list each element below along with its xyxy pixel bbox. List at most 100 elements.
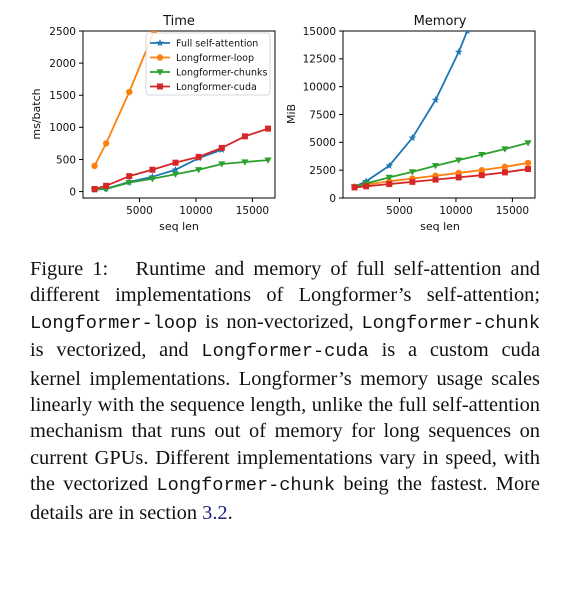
legend-marker: [156, 39, 164, 47]
memory-point-longformer-cuda: [478, 172, 485, 179]
memory-point-longformer-cuda: [432, 176, 439, 183]
time-ytick-label: 1000: [49, 122, 76, 134]
time-point-longformer-cuda: [172, 159, 179, 166]
time-series-longformer-cuda: [91, 125, 272, 193]
legend-entry-longformer-cuda: Longformer-cuda: [150, 82, 257, 93]
memory-point-full-self-attention: [464, 31, 470, 35]
caption-text-4: is a custom cuda kernel implementations.…: [30, 339, 540, 496]
time-legend: Full self-attention Longformer-loop Longfo…: [145, 32, 271, 96]
time-chart-title: Time: [162, 14, 195, 29]
legend-entry-longformer-loop: Longformer-loop: [150, 53, 254, 64]
time-line-longformer-loop: [93, 31, 155, 167]
time-ytick-label: 2000: [49, 58, 76, 70]
figure-1: Time seq len ms/batch 5000 10000 15000 0 500…: [0, 0, 564, 250]
memory-point-longformer-cuda: [525, 166, 532, 173]
memory-point-longformer-cuda: [363, 183, 370, 190]
memory-series-longformer-cuda: [351, 166, 532, 191]
memory-ytick-label: 5000: [309, 137, 336, 149]
time-point-longformer-cuda: [149, 166, 156, 173]
memory-point-full-self-attention: [408, 133, 417, 142]
time-point-longformer-loop: [91, 162, 98, 170]
memory-point-longformer-cuda: [455, 174, 462, 181]
time-plot-area: [82, 30, 276, 199]
time-point-longformer-cuda: [195, 153, 202, 160]
caption-label: Figure 1:: [30, 258, 109, 280]
memory-point-longformer-chunks: [501, 146, 509, 153]
time-point-longformer-cuda: [218, 144, 225, 151]
memory-ytick-label: 2500: [309, 165, 336, 177]
memory-point-longformer-cuda: [409, 178, 416, 185]
time-line-longformer-chunks: [94, 159, 269, 191]
time-xlabel: seq len: [159, 220, 199, 233]
memory-xtick-label: 10000: [439, 205, 472, 217]
memory-ytick-label: 12500: [303, 54, 336, 66]
time-point-longformer-chunks: [125, 179, 133, 187]
memory-xtick-label: 15000: [496, 205, 529, 217]
memory-chart: Memory seq len MiB 5000 10000 15000 0 2500 50…: [285, 14, 536, 233]
memory-point-full-self-attention: [385, 161, 394, 169]
caption-text-3: is vectorized, and: [30, 339, 189, 362]
caption-end: .: [227, 501, 233, 524]
memory-point-longformer-loop: [501, 163, 509, 171]
memory-line-full-self-attention: [354, 31, 469, 188]
figure-svg: Time seq len ms/batch 5000 10000 150000500…: [30, 14, 536, 233]
memory-ytick-label: 10000: [303, 81, 336, 93]
time-point-longformer-cuda: [91, 186, 98, 193]
section-ref-link[interactable]: 3.2: [202, 501, 228, 524]
memory-point-longformer-cuda: [351, 184, 358, 191]
time-point-longformer-loop: [102, 140, 110, 147]
time-ytick-label: 2500: [49, 26, 76, 38]
time-point-longformer-chunks: [218, 161, 226, 168]
time-point-longformer-loop: [126, 88, 133, 96]
memory-xtick-label: 5000: [386, 205, 413, 217]
time-chart: Time seq len ms/batch 5000 10000 15000 0 500…: [30, 14, 276, 233]
caption-code-chunk: Longformer-chunk: [361, 312, 540, 334]
figure-caption: Figure 1: Runtime and memory of full sel…: [30, 256, 540, 526]
memory-ytick-label: 15000: [303, 26, 336, 38]
time-point-longformer-chunks: [148, 176, 156, 183]
memory-xlabel: seq len: [420, 220, 460, 233]
time-xtick-label: 10000: [179, 205, 212, 217]
caption-code-cuda: Longformer-cuda: [201, 341, 369, 363]
memory-point-longformer-chunks: [455, 157, 463, 164]
legend-box: [145, 32, 271, 96]
legend-label: Longformer-loop: [176, 53, 254, 64]
memory-ytick-label: 0: [329, 193, 336, 205]
caption-text-1: Runtime and memory of full self-attentio…: [30, 258, 540, 307]
memory-line-longformer-chunks: [354, 142, 529, 188]
memory-point-full-self-attention: [362, 177, 370, 185]
legend-label: Longformer-cuda: [176, 82, 257, 93]
legend-entry-longformer-chunks: Longformer-chunks: [150, 68, 267, 79]
memory-point-longformer-chunks: [478, 151, 486, 159]
memory-point-longformer-chunks: [385, 174, 393, 182]
memory-ylabel: MiB: [285, 104, 298, 124]
legend-entry-full-self-attention: Full self-attention: [150, 39, 258, 50]
time-ytick-label: 1500: [49, 90, 76, 102]
memory-point-longformer-loop: [478, 166, 485, 174]
memory-series-full-self-attention: [350, 31, 470, 191]
legend-label: Full self-attention: [176, 39, 258, 50]
time-ytick-label: 500: [56, 154, 76, 166]
legend-marker: [156, 54, 164, 61]
memory-point-longformer-cuda: [386, 181, 393, 188]
legend-label: Longformer-chunks: [176, 68, 267, 79]
time-point-full-self-attention: [171, 165, 180, 173]
time-point-longformer-chunks: [264, 157, 272, 164]
memory-point-longformer-chunks: [431, 163, 440, 170]
time-xtick-label: 5000: [126, 205, 153, 217]
time-point-longformer-cuda: [103, 182, 110, 189]
time-point-longformer-cuda: [241, 133, 248, 140]
memory-point-longformer-cuda: [501, 169, 508, 176]
time-xtick-label: 15000: [236, 205, 269, 217]
memory-point-full-self-attention: [454, 48, 463, 56]
memory-point-longformer-chunks: [408, 169, 416, 176]
legend-marker: [156, 69, 164, 76]
legend-marker: [157, 83, 163, 90]
caption-text-5: being the fastest. More details are in s…: [30, 473, 540, 524]
time-point-longformer-chunks: [241, 159, 249, 166]
memory-point-longformer-loop: [524, 159, 532, 167]
time-series-longformer-chunks: [90, 157, 272, 194]
time-ytick-label: 0: [69, 186, 76, 198]
memory-chart-title: Memory: [414, 14, 467, 29]
memory-point-full-self-attention: [431, 96, 440, 104]
